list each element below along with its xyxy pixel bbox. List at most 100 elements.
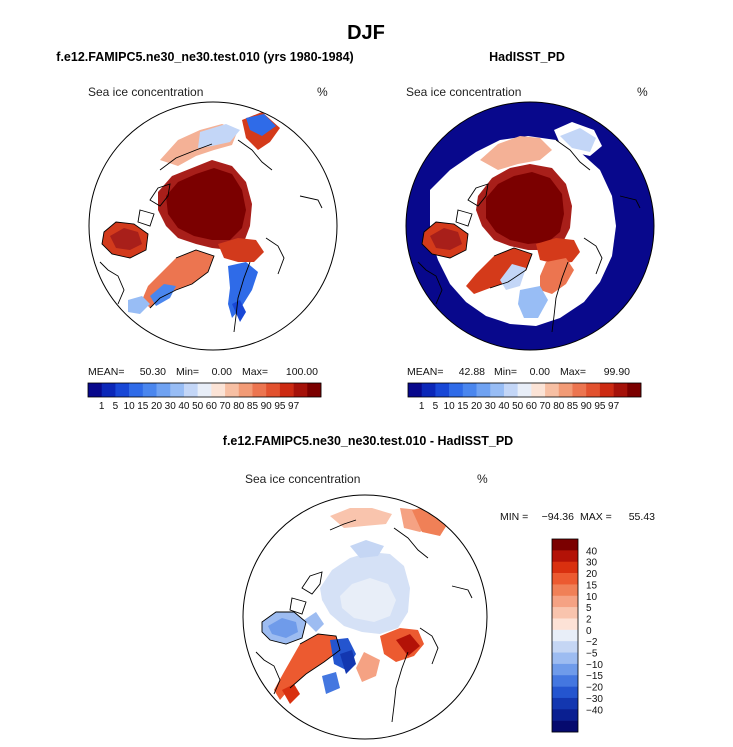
panel-obs-variable: Sea ice concentration xyxy=(406,85,521,99)
colorbar-obs-swatch xyxy=(503,383,518,397)
colorbar-diff-tick-label: −30 xyxy=(586,694,603,705)
polar-map-model xyxy=(88,101,338,351)
colorbar-model-swatch xyxy=(170,383,185,397)
colorbar-obs-swatch xyxy=(531,383,546,397)
panel-diff-min-label: MIN = xyxy=(500,511,528,523)
colorbar-diff-swatch xyxy=(552,584,578,597)
colorbar-model-swatch xyxy=(129,383,144,397)
colorbar-obs-swatch xyxy=(545,383,560,397)
colorbar-diff-tick-label: 15 xyxy=(586,580,598,591)
colorbar-obs-tick-label: 97 xyxy=(608,401,620,412)
colorbar-model-swatch xyxy=(211,383,226,397)
colorbar-obs-tick-label: 1 xyxy=(419,401,425,412)
panel-model-min-label: Min= xyxy=(176,366,199,378)
colorbar-obs-swatch xyxy=(476,383,491,397)
colorbar-diff-tick-label: −40 xyxy=(586,705,603,716)
polar-map-diff xyxy=(242,494,488,740)
colorbar-obs-swatch xyxy=(613,383,628,397)
colorbar-model-swatch xyxy=(197,383,212,397)
panel-model-mean-label: MEAN= xyxy=(88,366,124,378)
colorbar-diff-swatch xyxy=(552,629,578,642)
colorbar-model-swatch xyxy=(88,383,103,397)
colorbar-obs-frame xyxy=(407,382,642,398)
panel-diff-max-value: 55.43 xyxy=(629,511,655,523)
colorbar-model-swatch xyxy=(252,383,267,397)
colorbar-model-tick-label: 50 xyxy=(192,401,204,412)
panel-obs-mean-value: 42.88 xyxy=(459,366,485,378)
colorbar-diff-tick-label: −5 xyxy=(586,649,598,660)
colorbar-obs-tick-label: 80 xyxy=(553,401,565,412)
colorbar-diff-swatch xyxy=(552,720,578,733)
colorbar-diff-swatch xyxy=(552,561,578,574)
colorbar-diff-swatch xyxy=(552,595,578,608)
colorbar-diff-tick-label: 2 xyxy=(586,614,592,625)
panel-model-variable: Sea ice concentration xyxy=(88,85,203,99)
colorbar-model-swatch xyxy=(279,383,294,397)
colorbar-model-tick-label: 90 xyxy=(261,401,273,412)
colorbar-obs-swatch xyxy=(435,383,450,397)
colorbar-obs-tick-label: 60 xyxy=(526,401,538,412)
colorbar-diff-tick-label: 5 xyxy=(586,603,592,614)
colorbar-diff-tick-label: 0 xyxy=(586,626,592,637)
colorbar-obs-tick-label: 10 xyxy=(444,401,456,412)
colorbar-model-frame xyxy=(87,382,322,398)
colorbar-model-swatch xyxy=(293,383,308,397)
colorbar-model-swatch xyxy=(307,383,322,397)
colorbar-obs-tick-label: 70 xyxy=(539,401,551,412)
colorbar-obs-swatch xyxy=(517,383,532,397)
colorbar-model-tick-label: 15 xyxy=(137,401,149,412)
colorbar-model-tick-label: 95 xyxy=(274,401,286,412)
colorbar-model-tick-label: 40 xyxy=(178,401,190,412)
colorbar-obs-swatch xyxy=(572,383,587,397)
panel-obs-title: HadISST_PD xyxy=(489,50,565,64)
colorbar-obs-tick-label: 30 xyxy=(485,401,497,412)
colorbar-obs-swatch xyxy=(449,383,464,397)
colorbar-model-swatch xyxy=(266,383,281,397)
colorbar-model-swatch xyxy=(142,383,157,397)
colorbar-obs-swatch xyxy=(408,383,423,397)
panel-diff-units: % xyxy=(477,472,488,486)
page-title: DJF xyxy=(347,22,385,44)
colorbar-diff-swatch xyxy=(552,550,578,563)
colorbar-obs-tick-label: 50 xyxy=(512,401,524,412)
colorbar-diff-swatch xyxy=(552,709,578,721)
colorbar-obs-tick-label: 85 xyxy=(567,401,579,412)
colorbar-diff-tick-label: −2 xyxy=(586,637,598,648)
panel-obs-min-label: Min= xyxy=(494,366,517,378)
panel-model-max-value: 100.00 xyxy=(286,366,318,378)
colorbar-obs-swatch xyxy=(586,383,601,397)
colorbar-diff-swatch xyxy=(552,663,578,676)
polar-map-obs xyxy=(405,101,655,351)
colorbar-model-tick-label: 30 xyxy=(165,401,177,412)
colorbar-obs-swatch xyxy=(462,383,477,397)
colorbar-model-tick-label: 80 xyxy=(233,401,245,412)
colorbar-model-swatch xyxy=(238,383,253,397)
colorbar-model-swatch xyxy=(101,383,116,397)
colorbar-model-swatch xyxy=(183,383,198,397)
colorbar-diff-swatch xyxy=(552,652,578,665)
colorbar-diff-tick-label: 30 xyxy=(586,558,598,569)
panel-diff-max-label: MAX = xyxy=(580,511,612,523)
colorbar-obs: 1 5 10 15 20 30 40 50 60 70 80 85 90 95 97 xyxy=(407,382,642,412)
colorbar-diff-tick-label: 20 xyxy=(586,569,598,580)
panel-diff: f.e12.FAMIPC5.ne30_ne30.test.010 - HadIS… xyxy=(223,434,655,740)
colorbar-diff-swatch xyxy=(552,618,578,631)
colorbar-obs-swatch xyxy=(599,383,614,397)
colorbar-diff-tick-label: 40 xyxy=(586,546,598,557)
colorbar-diff-tick-label: −20 xyxy=(586,683,603,694)
colorbar-obs-tick-label: 20 xyxy=(471,401,483,412)
colorbar-model-tick-label: 20 xyxy=(151,401,163,412)
colorbar-model-tick-label: 5 xyxy=(113,401,119,412)
panel-diff-variable: Sea ice concentration xyxy=(245,472,360,486)
colorbar-obs-tick-label: 40 xyxy=(498,401,510,412)
panel-model-min-value: 0.00 xyxy=(212,366,233,378)
colorbar-obs-swatch xyxy=(627,383,642,397)
panel-obs-max-label: Max= xyxy=(560,366,586,378)
colorbar-model-tick-label: 10 xyxy=(124,401,136,412)
panel-model: f.e12.FAMIPC5.ne30_ne30.test.010 (yrs 19… xyxy=(56,50,353,412)
colorbar-diff-swatch xyxy=(552,539,578,551)
panel-model-title: f.e12.FAMIPC5.ne30_ne30.test.010 (yrs 19… xyxy=(56,50,353,64)
colorbar-model-tick-label: 60 xyxy=(206,401,218,412)
